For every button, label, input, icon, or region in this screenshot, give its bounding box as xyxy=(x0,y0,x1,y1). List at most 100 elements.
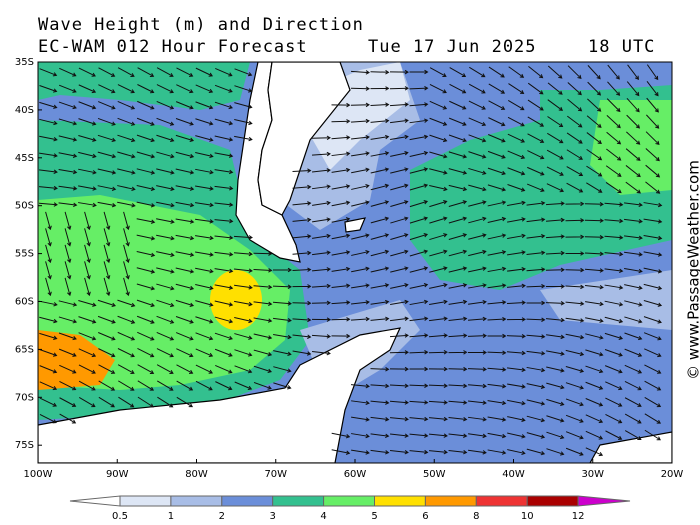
arrow xyxy=(195,251,214,257)
arrow xyxy=(528,66,544,79)
arrow xyxy=(156,364,174,374)
arrow xyxy=(545,317,565,323)
arrow xyxy=(311,334,331,339)
arrow xyxy=(78,364,96,374)
arrow xyxy=(176,348,194,358)
arrow xyxy=(292,300,312,306)
arrow xyxy=(429,233,448,241)
arrow xyxy=(123,277,130,297)
arrow xyxy=(370,316,390,322)
arrow xyxy=(390,183,409,191)
arrow xyxy=(117,134,136,143)
arrow xyxy=(487,300,507,305)
arrow xyxy=(175,251,195,257)
arrow xyxy=(311,151,331,157)
arrow xyxy=(507,200,526,207)
arrow xyxy=(624,218,643,224)
arrow xyxy=(98,396,115,408)
arrow xyxy=(331,283,351,289)
arrow xyxy=(644,413,662,424)
arrow xyxy=(175,118,194,126)
arrow xyxy=(370,134,390,140)
arrow xyxy=(38,202,58,207)
arrow xyxy=(137,364,155,374)
arrow xyxy=(507,399,526,406)
arrow xyxy=(390,216,409,224)
arrow xyxy=(253,381,272,390)
axes: 35S 40S 45S 50S 55S 60S 65S 70S 75S 100W 90W 80W 70W… xyxy=(15,57,683,480)
arrow xyxy=(97,201,117,208)
arrow xyxy=(643,235,663,241)
watermark: © www.PassageWeather.com xyxy=(685,160,700,380)
arrow xyxy=(526,283,546,289)
lat-label: 55S xyxy=(15,249,34,260)
lon-label: 60W xyxy=(344,469,367,480)
arrow xyxy=(39,300,58,307)
arrow xyxy=(487,233,507,240)
arrow xyxy=(409,216,429,224)
arrow xyxy=(58,185,78,191)
arrow xyxy=(39,68,58,77)
arrow xyxy=(449,100,467,110)
colorbar-label: 8 xyxy=(473,511,479,522)
date: Tue 17 Jun 2025 xyxy=(368,37,537,57)
lon-label: 80W xyxy=(185,469,208,480)
arrow xyxy=(214,348,233,357)
colorbar-arrow xyxy=(577,495,631,507)
arrow xyxy=(195,316,214,324)
arrow xyxy=(546,415,565,423)
arrow xyxy=(507,133,526,143)
arrow xyxy=(448,333,468,338)
arrow xyxy=(103,211,111,231)
arrow xyxy=(350,86,370,91)
arrow xyxy=(546,431,565,440)
arrow xyxy=(370,383,390,389)
arrow xyxy=(253,349,273,357)
arrow xyxy=(409,118,429,124)
arrow xyxy=(311,350,331,356)
arrow xyxy=(78,397,96,408)
arrow xyxy=(214,251,234,257)
arrow xyxy=(605,381,623,391)
arrow xyxy=(370,102,390,107)
arrow xyxy=(38,185,58,191)
arrow xyxy=(545,301,565,306)
arrow xyxy=(546,334,565,340)
arrow xyxy=(103,277,111,297)
arrow xyxy=(214,202,234,207)
lon-label: 100W xyxy=(24,469,53,480)
arrow xyxy=(487,432,507,439)
arrow xyxy=(429,67,447,77)
arrow xyxy=(565,447,584,456)
arrow xyxy=(488,83,506,94)
arrow xyxy=(624,316,643,324)
arrow xyxy=(547,99,564,111)
arrow xyxy=(468,433,487,439)
arrow xyxy=(156,67,174,77)
arrow xyxy=(409,266,429,273)
arrow xyxy=(45,244,52,264)
arrow xyxy=(448,249,468,257)
arrow xyxy=(507,367,526,372)
arrow xyxy=(78,348,97,358)
arrow xyxy=(123,211,130,231)
arrow xyxy=(644,429,661,441)
arrow xyxy=(84,261,91,280)
lat-label: 60S xyxy=(15,297,34,308)
arrow xyxy=(507,116,525,127)
arrow xyxy=(448,366,468,372)
antarctica xyxy=(589,431,672,463)
arrow xyxy=(585,381,604,390)
arrow xyxy=(646,114,660,129)
arrow xyxy=(59,397,77,407)
arrow xyxy=(39,152,58,158)
arrow xyxy=(586,115,602,128)
arrow xyxy=(448,266,468,273)
arrow xyxy=(84,244,91,264)
arrow xyxy=(331,119,351,124)
arrow xyxy=(646,81,659,97)
arrow xyxy=(117,364,135,374)
arrow xyxy=(546,149,564,160)
arrow xyxy=(468,283,487,289)
